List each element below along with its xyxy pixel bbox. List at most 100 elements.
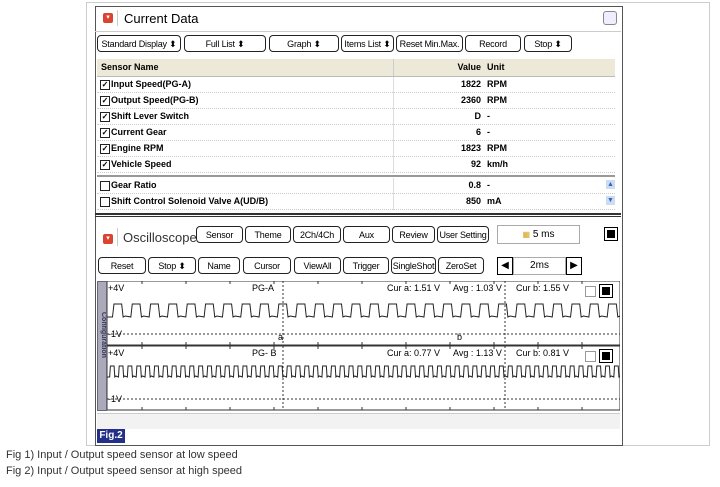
divider xyxy=(95,31,621,32)
table-row[interactable]: ✓ Output Speed(PG-B) 2360 RPM xyxy=(97,93,615,109)
max-voltage-label: +4V xyxy=(108,283,125,293)
cursor-a-reading: Cur a: 1.51 V xyxy=(387,283,441,293)
divider xyxy=(97,175,615,177)
stop-select[interactable]: Stop ⬍ xyxy=(148,257,196,274)
configuration-tab[interactable]: Configuration xyxy=(97,281,107,411)
sensor-name: Shift Control Solenoid Valve A(UD/B) xyxy=(111,196,269,206)
cursor-b-reading: Cur b: 0.81 V xyxy=(516,348,570,358)
sensor-value: 2360 xyxy=(460,95,481,105)
collapse-icon[interactable]: ▾ xyxy=(103,13,113,23)
sensor-value: 0.8 xyxy=(468,180,481,190)
sample-rate-value[interactable]: 2ms xyxy=(513,257,566,275)
configuration-tab-label: Configuration xyxy=(100,312,107,358)
sensor-unit: - xyxy=(487,180,490,190)
channel-checkbox[interactable] xyxy=(585,351,596,362)
divider xyxy=(393,141,394,157)
table-row[interactable]: ✓ Vehicle Speed 92 km/h xyxy=(97,157,615,173)
current-data-title: Current Data xyxy=(124,11,199,26)
sensor-name: Input Speed(PG-A) xyxy=(111,79,191,89)
cursor-a-marker: a xyxy=(278,332,284,342)
cursor-button[interactable]: Cursor xyxy=(243,257,291,274)
checkbox[interactable]: ✓ xyxy=(100,128,110,138)
min-voltage-label: -1V xyxy=(108,329,123,339)
aux-button[interactable]: Aux xyxy=(343,226,390,243)
sensor-name: Shift Lever Switch xyxy=(111,111,190,121)
zeroset-button[interactable]: ZeroSet xyxy=(438,257,484,274)
time-div-field[interactable]: ▦ 5 ms xyxy=(497,225,580,244)
next-arrow-icon[interactable]: ▶ xyxy=(566,257,582,275)
divider xyxy=(393,157,394,173)
items-list-select[interactable]: Items List ⬍ xyxy=(341,35,394,52)
header-value[interactable]: Value xyxy=(457,62,481,72)
name-button[interactable]: Name xyxy=(198,257,240,274)
waveform xyxy=(107,365,620,379)
standard-display-select[interactable]: Standard Display ⬍ xyxy=(97,35,181,52)
sensor-name: Current Gear xyxy=(111,127,167,137)
caption-2: Fig 2) Input / Output speed sensor at hi… xyxy=(6,465,243,477)
collapse-icon[interactable]: ▾ xyxy=(103,234,113,244)
scroll-down-icon[interactable]: ▼ xyxy=(606,196,615,205)
sensor-button[interactable]: Sensor xyxy=(196,226,243,243)
channel-checkbox[interactable] xyxy=(585,286,596,297)
channel-name: PG- B xyxy=(252,348,277,358)
sensor-unit: RPM xyxy=(487,143,507,153)
table-row[interactable]: Gear Ratio 0.8- xyxy=(97,178,615,194)
previous-arrow-icon[interactable]: ◀ xyxy=(497,257,513,275)
singleshot-button[interactable]: SingleShot xyxy=(391,257,436,274)
full-list-select[interactable]: Full List ⬍ xyxy=(184,35,266,52)
checkbox[interactable]: ✓ xyxy=(100,80,110,90)
sensor-value: 92 xyxy=(470,159,481,169)
sensor-name: Gear Ratio xyxy=(111,180,157,190)
stop-scope-icon[interactable] xyxy=(604,227,618,241)
min-voltage-label: -1V xyxy=(108,394,123,404)
table-row[interactable]: ✓ Shift Lever Switch D - xyxy=(97,109,615,125)
reset-button[interactable]: Reset xyxy=(98,257,146,274)
table-row[interactable]: ✓ Current Gear 6- xyxy=(97,125,615,141)
average-reading: Avg : 1.13 V xyxy=(453,348,502,358)
waveform xyxy=(107,303,620,318)
sensor-value: 850 xyxy=(465,196,481,206)
trigger-button[interactable]: Trigger xyxy=(343,257,389,274)
theme-button[interactable]: Theme xyxy=(245,226,291,243)
divider xyxy=(393,93,394,109)
divider xyxy=(393,77,394,93)
scroll-up-icon[interactable]: ▲ xyxy=(606,180,615,189)
table-row[interactable]: ✓ Input Speed(PG-A) 1822 RPM xyxy=(97,77,615,93)
scale-icon: ▦ xyxy=(522,230,531,239)
table-row[interactable]: Shift Control Solenoid Valve A(UD/B) 850 m… xyxy=(97,194,615,210)
oscilloscope-display[interactable] xyxy=(107,281,620,413)
user-setting-button[interactable]: User Setting xyxy=(437,226,489,243)
horizontal-scrollbar[interactable] xyxy=(97,413,620,429)
stop-select[interactable]: Stop ⬍ xyxy=(524,35,572,52)
graph-select[interactable]: Graph ⬍ xyxy=(269,35,339,52)
checkbox[interactable]: ✓ xyxy=(100,144,110,154)
caption-1: Fig 1) Input / Output speed sensor at lo… xyxy=(6,449,238,461)
channel-button[interactable]: 2Ch/4Ch xyxy=(293,226,341,243)
cursor-b-marker: b xyxy=(457,332,463,342)
reset-min-max-button[interactable]: Reset Min.Max. xyxy=(396,35,463,52)
sensor-unit: RPM xyxy=(487,79,507,89)
divider xyxy=(117,228,118,246)
checkbox[interactable]: ✓ xyxy=(100,160,110,170)
sensor-name: Engine RPM xyxy=(111,143,164,153)
oscilloscope-title: Oscilloscope xyxy=(123,230,197,245)
checkbox[interactable]: ✓ xyxy=(100,96,110,106)
record-button[interactable]: Record xyxy=(465,35,521,52)
sensor-unit: - xyxy=(487,111,490,121)
maximize-icon[interactable] xyxy=(603,11,617,25)
cursor-a-reading: Cur a: 0.77 V xyxy=(387,348,441,358)
table-header: Sensor Name Value Unit xyxy=(97,59,615,77)
channel-color-icon[interactable] xyxy=(599,284,613,298)
checkbox[interactable] xyxy=(100,181,110,191)
time-div-value: 5 ms xyxy=(532,229,555,240)
checkbox[interactable] xyxy=(100,197,110,207)
checkbox[interactable]: ✓ xyxy=(100,112,110,122)
review-button[interactable]: Review xyxy=(392,226,435,243)
channel-color-icon[interactable] xyxy=(599,349,613,363)
header-unit[interactable]: Unit xyxy=(487,62,505,72)
divider xyxy=(117,10,118,26)
table-row[interactable]: ✓ Engine RPM 1823 RPM xyxy=(97,141,615,157)
splitter[interactable] xyxy=(95,213,621,217)
viewall-button[interactable]: ViewAll xyxy=(294,257,341,274)
header-sensor-name[interactable]: Sensor Name xyxy=(101,62,159,72)
